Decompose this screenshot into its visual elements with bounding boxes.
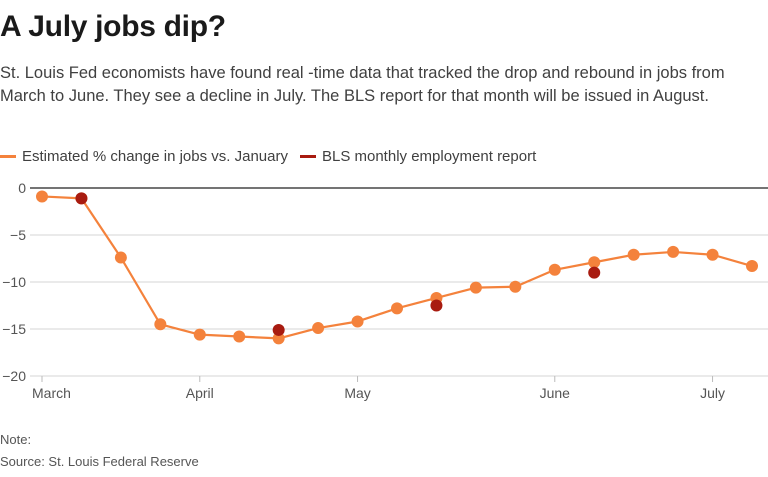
data-point-estimate <box>154 318 167 331</box>
chart-subtitle: St. Louis Fed economists have found real… <box>0 64 725 105</box>
data-point-estimate <box>667 245 680 258</box>
x-tick-label: June <box>540 385 571 401</box>
chart-title: A July jobs dip? <box>0 10 226 43</box>
y-tick-label: −15 <box>2 321 26 337</box>
x-tick-label: March <box>32 385 71 401</box>
data-point-estimate <box>193 328 206 341</box>
data-point-estimate <box>272 332 285 345</box>
x-tick-label: July <box>700 385 725 401</box>
line-chart: 0 −5 −10 −15 −20 March April May June July <box>2 180 768 401</box>
data-point-estimate <box>114 251 127 264</box>
y-tick-label: −20 <box>2 368 26 384</box>
data-point-bls <box>430 299 443 312</box>
data-point-bls <box>272 323 285 336</box>
data-point-estimate <box>548 263 561 276</box>
data-point-estimate <box>351 315 364 328</box>
legend-label-estimate: Estimated % change in jobs vs. January <box>22 147 288 165</box>
data-point-estimate <box>746 260 758 273</box>
data-point-estimate <box>706 248 719 261</box>
x-tick-label: May <box>344 385 370 401</box>
legend-swatch-estimate <box>0 154 16 158</box>
y-tick-label: 0 <box>18 180 26 196</box>
chart-note: Note: <box>0 432 32 447</box>
data-point-estimate <box>588 256 601 269</box>
data-point-estimate <box>391 302 403 315</box>
legend-item-bls: BLS monthly employment report <box>299 147 537 165</box>
data-point-estimate <box>509 280 522 293</box>
series-line-estimate <box>41 195 753 340</box>
legend-label-bls: BLS monthly employment report <box>321 147 537 165</box>
data-point-bls <box>588 266 601 279</box>
x-tick-label: April <box>186 385 214 401</box>
data-point-estimate <box>312 322 325 335</box>
legend: Estimated % change in jobs vs. January B… <box>0 146 548 166</box>
legend-swatch-bls <box>299 154 316 158</box>
data-point-estimate <box>233 330 246 343</box>
data-point-estimate <box>627 248 640 261</box>
y-tick-label: −10 <box>2 274 26 290</box>
y-tick-label: −5 <box>10 227 26 243</box>
data-point-estimate <box>36 190 48 203</box>
data-point-estimate <box>469 281 482 294</box>
chart-source: Source: St. Louis Federal Reserve <box>0 454 199 469</box>
data-point-bls <box>75 192 88 205</box>
legend-item-estimate: Estimated % change in jobs vs. January <box>0 148 288 165</box>
